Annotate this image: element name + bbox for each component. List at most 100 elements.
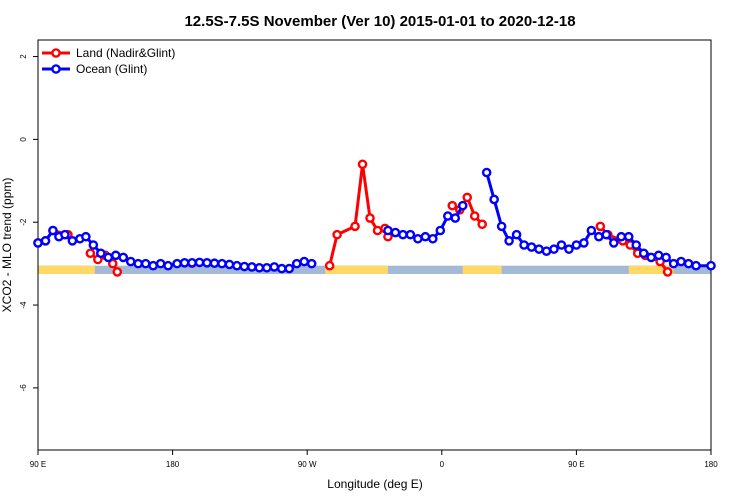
data-point bbox=[107, 258, 118, 269]
data-point bbox=[683, 258, 694, 269]
data-point bbox=[457, 200, 468, 211]
y-tick-label: -4 bbox=[19, 301, 28, 309]
data-point bbox=[81, 231, 91, 242]
data-point bbox=[350, 221, 360, 232]
data-point bbox=[357, 159, 368, 170]
data-point bbox=[40, 236, 51, 246]
data-point bbox=[48, 225, 58, 236]
land-band-segment bbox=[38, 265, 95, 274]
x-tick-label: 90 E bbox=[30, 460, 46, 469]
data-point bbox=[706, 260, 716, 271]
data-point bbox=[148, 260, 158, 271]
data-point bbox=[112, 267, 123, 277]
surface-band bbox=[38, 265, 711, 274]
data-point bbox=[405, 229, 416, 240]
data-point bbox=[133, 258, 144, 269]
data-point bbox=[571, 240, 582, 250]
y-axis-label: XCO2 - MLO trend (ppm) bbox=[0, 178, 14, 313]
data-point bbox=[383, 225, 393, 236]
data-point bbox=[299, 256, 310, 267]
data-point bbox=[254, 262, 265, 273]
data-point bbox=[428, 233, 438, 244]
y-tick-label: -6 bbox=[19, 384, 28, 392]
data-point bbox=[332, 229, 342, 240]
data-point bbox=[504, 236, 514, 246]
data-point bbox=[662, 267, 673, 277]
x-tick-label: 180 bbox=[166, 460, 180, 469]
axis-ticks: 90 E 180 90 W 0 90 E 180 2 0 -2 -4 -6 bbox=[19, 54, 718, 469]
data-point bbox=[435, 225, 446, 236]
series-line bbox=[485, 172, 711, 268]
series-layer bbox=[33, 159, 716, 277]
data-point bbox=[594, 231, 604, 242]
data-point bbox=[365, 213, 375, 223]
data-point bbox=[595, 221, 606, 232]
data-point bbox=[564, 244, 574, 254]
data-point bbox=[623, 231, 634, 242]
data-point bbox=[477, 219, 487, 230]
data-point bbox=[179, 258, 190, 268]
data-point bbox=[631, 240, 642, 250]
data-point bbox=[489, 194, 499, 205]
data-point bbox=[668, 258, 679, 269]
x-tick-label: 180 bbox=[704, 460, 718, 469]
data-point bbox=[60, 229, 70, 240]
data-point bbox=[608, 238, 619, 248]
data-point bbox=[398, 229, 408, 240]
data-point bbox=[638, 248, 649, 259]
data-point bbox=[646, 252, 656, 263]
data-point bbox=[33, 238, 43, 248]
data-point bbox=[447, 200, 458, 211]
data-point bbox=[496, 221, 507, 232]
legend: Land (Nadir&Glint) Ocean (Glint) bbox=[42, 46, 175, 76]
data-point bbox=[586, 225, 597, 236]
legend-label: Ocean (Glint) bbox=[76, 62, 147, 76]
data-point bbox=[291, 258, 302, 269]
data-point bbox=[118, 252, 129, 263]
legend-marker bbox=[51, 48, 61, 58]
data-point bbox=[306, 258, 317, 269]
data-point bbox=[163, 260, 173, 271]
data-point bbox=[549, 244, 559, 254]
land-band-segment bbox=[325, 265, 388, 274]
x-tick-label: 0 bbox=[440, 460, 445, 469]
data-point bbox=[239, 261, 250, 272]
data-point bbox=[469, 211, 480, 221]
data-point bbox=[88, 240, 99, 250]
y-tick-label: 2 bbox=[19, 54, 28, 59]
data-point bbox=[172, 258, 182, 269]
data-point bbox=[103, 252, 114, 263]
data-point bbox=[556, 240, 567, 250]
series-ocean bbox=[33, 167, 716, 274]
land-band-segment bbox=[628, 265, 674, 274]
x-tick-label: 90 E bbox=[568, 460, 584, 469]
data-point bbox=[247, 262, 257, 272]
series-line bbox=[328, 162, 390, 267]
data-point bbox=[67, 236, 78, 246]
data-point bbox=[187, 258, 197, 268]
data-point bbox=[209, 258, 220, 269]
data-point bbox=[481, 167, 492, 178]
data-point bbox=[541, 246, 552, 257]
data-point bbox=[420, 231, 431, 242]
data-point bbox=[194, 257, 205, 268]
data-point bbox=[262, 262, 272, 273]
data-point bbox=[324, 260, 335, 271]
data-point bbox=[534, 244, 544, 254]
data-point bbox=[110, 250, 121, 261]
data-point bbox=[85, 248, 96, 259]
data-point bbox=[450, 213, 461, 223]
data-point bbox=[462, 192, 473, 203]
data-point bbox=[96, 248, 106, 259]
data-point bbox=[155, 258, 166, 269]
data-point bbox=[413, 233, 423, 244]
data-point bbox=[276, 263, 287, 274]
data-point bbox=[269, 262, 280, 272]
y-tick-label: 0 bbox=[19, 137, 28, 142]
data-point bbox=[653, 250, 664, 261]
land-band-segment bbox=[462, 265, 502, 274]
data-point bbox=[232, 260, 242, 271]
data-point bbox=[519, 240, 529, 250]
data-point bbox=[616, 231, 627, 242]
